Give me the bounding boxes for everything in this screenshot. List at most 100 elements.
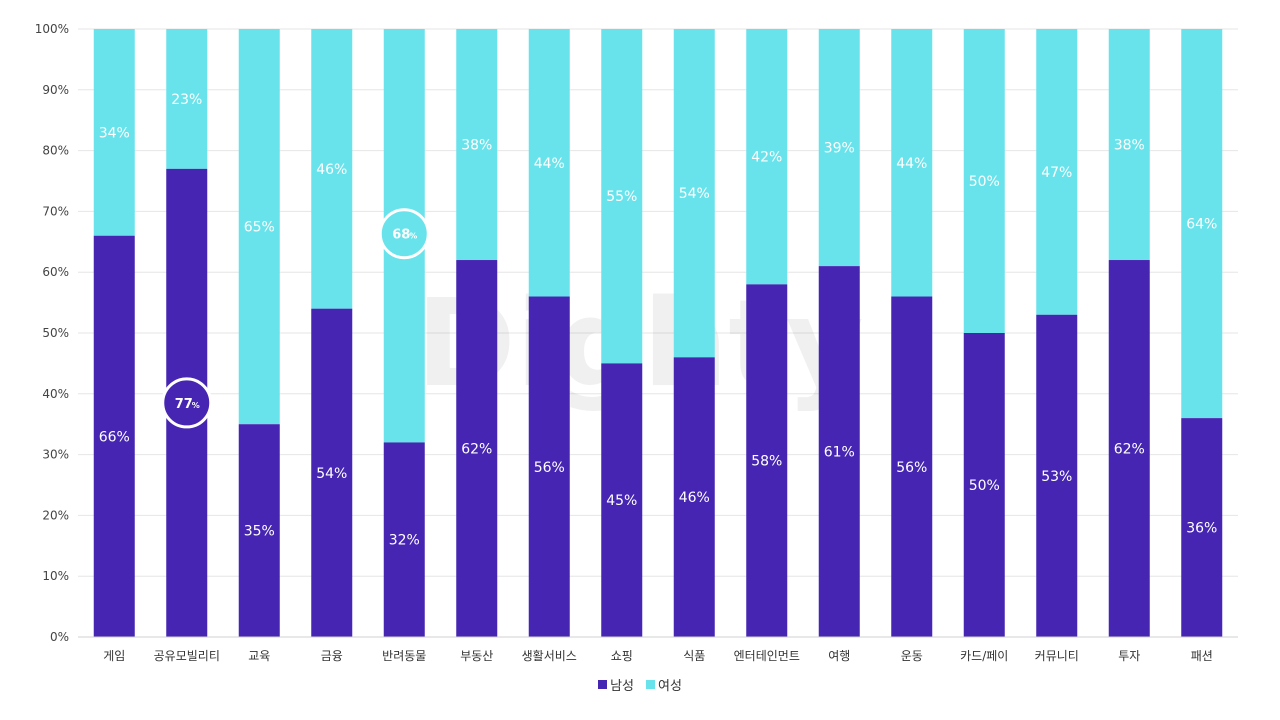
data-label-male: 53% (1041, 469, 1072, 485)
bar-segment-male (1108, 260, 1150, 637)
data-label-female: 54% (679, 186, 710, 202)
y-tick-label: 30% (42, 448, 69, 462)
x-tick-label: 금융 (321, 649, 343, 663)
data-label-female: 44% (534, 156, 565, 172)
data-label-female: 39% (824, 141, 855, 157)
data-label-female: 64% (1186, 217, 1217, 233)
data-label-male: 56% (896, 460, 927, 476)
x-tick-label: 카드/페이 (960, 649, 1008, 663)
data-label-male: 61% (824, 445, 855, 461)
y-tick-label: 80% (42, 144, 69, 158)
bar-segment-female (1108, 29, 1150, 261)
data-label-female: 34% (99, 125, 130, 141)
x-tick-label: 엔터테인먼트 (734, 649, 800, 663)
data-label-male: 35% (244, 524, 275, 540)
data-label-male: 66% (99, 429, 130, 445)
bar-segment-female (601, 29, 643, 364)
y-tick-label: 90% (42, 83, 69, 97)
bar-segment-male (311, 308, 353, 637)
badge-suffix: % (409, 232, 417, 241)
legend-swatch-male (598, 680, 608, 689)
badge-suffix: % (192, 401, 200, 410)
data-label-female: 46% (316, 162, 347, 178)
bar-segment-female (238, 29, 280, 425)
bar-segment-female (1181, 29, 1223, 419)
legend-label-female: 여성 (658, 679, 682, 694)
bar-segment-female (818, 29, 860, 267)
bar-segment-female (746, 29, 788, 285)
bar-segment-female (166, 29, 208, 169)
y-tick-label: 60% (42, 265, 69, 279)
bar-segment-male (528, 296, 570, 637)
bar-segment-female (673, 29, 715, 358)
highlight-badge-female (378, 208, 430, 260)
bar-segment-female (891, 29, 933, 297)
bar-segment-female (93, 29, 135, 236)
bar-segment-male (891, 296, 933, 637)
bar-segment-male (673, 357, 715, 637)
data-label-female: 38% (1114, 138, 1145, 154)
x-tick-label: 교육 (248, 649, 270, 663)
data-label-male: 77 (175, 397, 193, 412)
y-tick-label: 100% (35, 22, 69, 36)
x-tick-label: 커뮤니티 (1035, 649, 1079, 663)
y-tick-label: 70% (42, 204, 69, 218)
bar-segment-male (1181, 418, 1223, 637)
y-tick-label: 0% (50, 630, 69, 644)
data-label-female: 55% (606, 189, 637, 205)
legend-item-male[interactable]: 남성 (598, 675, 634, 694)
x-tick-label: 게임 (103, 649, 125, 663)
data-label-female: 47% (1041, 165, 1072, 181)
y-tick-label: 10% (42, 569, 69, 583)
bar-segment-female (1036, 29, 1078, 315)
x-tick-label: 운동 (901, 649, 923, 663)
x-tick-label: 여행 (828, 648, 850, 663)
x-tick-label: 공유모빌리티 (154, 649, 220, 663)
y-tick-label: 50% (42, 326, 69, 340)
legend: 남성 여성 (0, 675, 1280, 694)
data-label-male: 56% (534, 460, 565, 476)
bar-segment-male (383, 442, 425, 637)
data-label-male: 46% (679, 490, 710, 506)
y-tick-label: 40% (42, 387, 69, 401)
bar-segment-male (818, 266, 860, 637)
bar-segment-male (456, 260, 498, 637)
data-label-female: 68 (392, 228, 410, 243)
x-tick-label: 쇼핑 (611, 649, 633, 663)
bar-segment-male (601, 363, 643, 637)
legend-item-female[interactable]: 여성 (646, 675, 682, 694)
data-label-male: 32% (389, 533, 420, 549)
data-label-male: 58% (751, 454, 782, 470)
data-label-female: 65% (244, 220, 275, 236)
x-tick-label: 반려동물 (382, 649, 426, 663)
bar-segment-female (528, 29, 570, 297)
bar-segment-male (238, 424, 280, 637)
x-tick-label: 생활서비스 (522, 649, 577, 663)
data-label-female: 50% (969, 174, 1000, 190)
legend-swatch-female (646, 680, 655, 689)
legend-label-male: 남성 (610, 679, 634, 694)
bar-segment-male (1036, 314, 1078, 637)
bar-segment-male (963, 333, 1005, 637)
stacked-bar-plot: 0%10%20%30%40%50%60%70%80%90%100%Dighty6… (35, 22, 1238, 663)
data-label-male: 45% (606, 493, 637, 509)
data-label-male: 36% (1186, 521, 1217, 537)
data-label-male: 62% (1114, 442, 1145, 458)
data-label-female: 23% (171, 92, 202, 108)
data-label-female: 44% (896, 156, 927, 172)
data-label-male: 50% (969, 478, 1000, 494)
bar-segment-male (746, 284, 788, 637)
highlight-badge-male (161, 377, 213, 429)
x-tick-label: 투자 (1118, 649, 1140, 663)
bar-segment-female (311, 29, 353, 309)
bar-segment-male (93, 235, 135, 637)
bar-segment-female (963, 29, 1005, 333)
data-label-female: 42% (751, 150, 782, 166)
x-tick-label: 식품 (683, 649, 705, 663)
bar-segment-female (456, 29, 498, 261)
x-tick-label: 부동산 (460, 649, 493, 663)
x-tick-label: 패션 (1191, 649, 1213, 663)
data-label-male: 62% (461, 442, 492, 458)
data-label-female: 38% (461, 138, 492, 154)
